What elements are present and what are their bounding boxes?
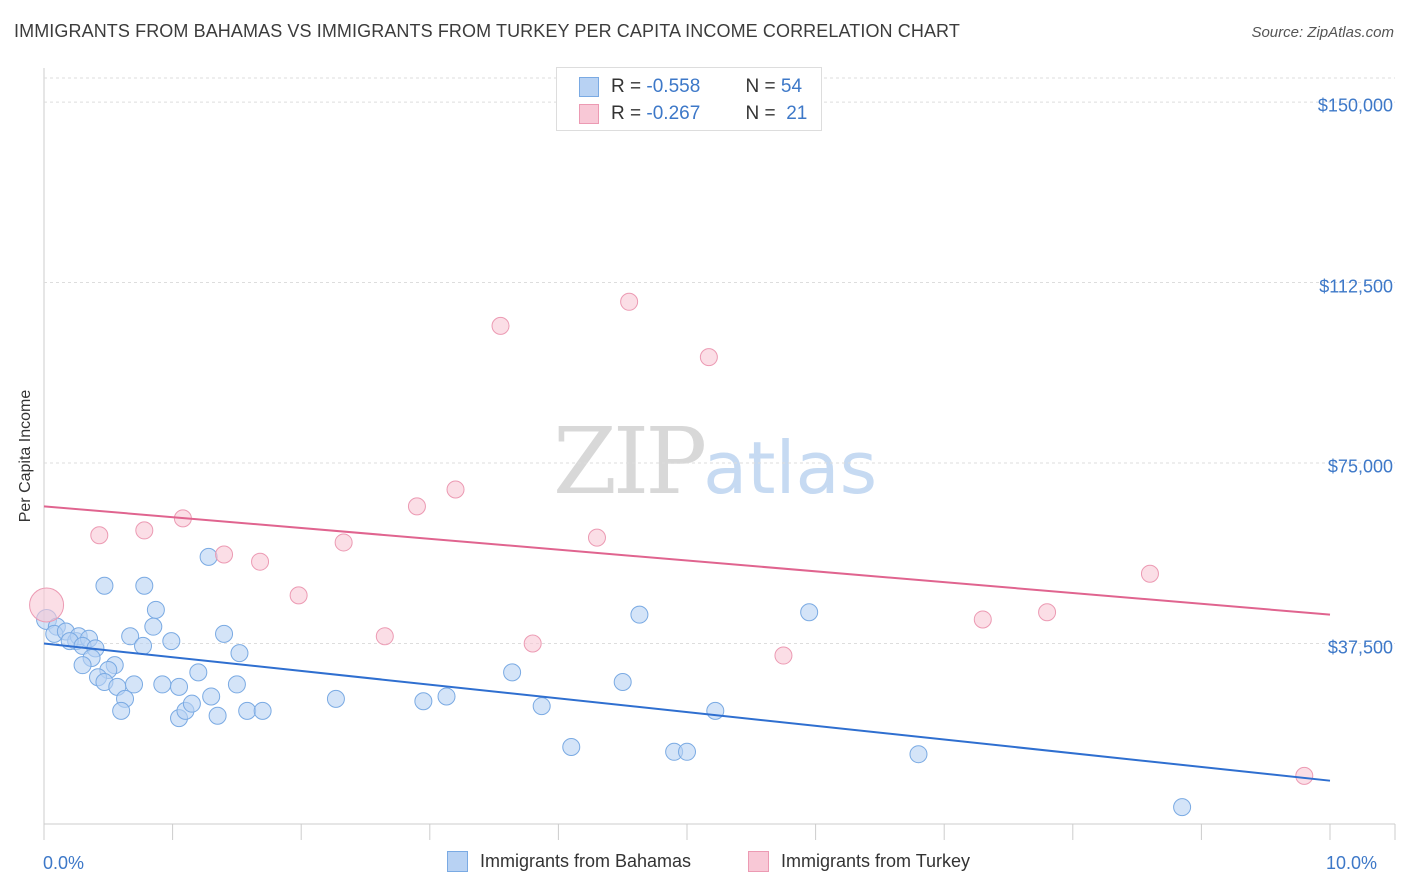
correlation-legend: R = -0.558 N = 54 R = -0.267 N = 21 xyxy=(556,67,822,131)
point-bahamas-46 xyxy=(562,737,581,756)
legend-swatch-turkey xyxy=(579,104,599,124)
legend-r-label: R = xyxy=(611,103,642,124)
point-bahamas-42 xyxy=(414,692,433,711)
point-bahamas-45 xyxy=(532,697,551,716)
point-bahamas-53 xyxy=(909,745,928,764)
point-turkey-14 xyxy=(620,292,639,311)
point-bahamas-52 xyxy=(800,603,819,622)
y-tick-label-0: $37,500 xyxy=(1327,637,1393,658)
legend-n-label: N = xyxy=(745,103,776,124)
point-bahamas-34 xyxy=(208,706,227,725)
y-axis-label: Per Capita Income xyxy=(17,389,34,523)
legend-r-value: -0.558 xyxy=(646,76,701,97)
point-bahamas-47 xyxy=(613,673,632,692)
point-bahamas-40 xyxy=(199,547,218,566)
point-turkey-13 xyxy=(587,528,606,547)
x-tick-label-max: 10.0% xyxy=(1326,853,1378,873)
series-name-turkey: Immigrants from Turkey xyxy=(781,851,971,871)
point-turkey-18 xyxy=(1038,603,1057,622)
point-bahamas-36 xyxy=(227,675,246,694)
legend-n-value: 54 xyxy=(780,76,803,97)
point-bahamas-54 xyxy=(1173,798,1192,817)
legend-r-label: R = xyxy=(611,76,642,97)
point-turkey-20 xyxy=(1295,766,1314,785)
trend-line-turkey xyxy=(43,505,1331,616)
point-turkey-5 xyxy=(251,552,270,571)
point-bahamas-33 xyxy=(202,687,221,706)
series-legend-bahamas: Immigrants from Bahamas xyxy=(447,851,691,872)
point-turkey-4 xyxy=(215,545,234,564)
point-bahamas-26 xyxy=(153,675,172,694)
point-bahamas-35 xyxy=(215,624,234,643)
point-bahamas-21 xyxy=(135,576,154,595)
point-turkey-17 xyxy=(973,610,992,629)
trend-line-bahamas xyxy=(43,642,1331,782)
point-turkey-0 xyxy=(29,587,65,623)
point-turkey-7 xyxy=(334,533,353,552)
point-bahamas-29 xyxy=(170,677,189,696)
point-bahamas-20 xyxy=(95,576,114,595)
y-tick-label-1: $75,000 xyxy=(1327,456,1393,477)
point-bahamas-32 xyxy=(189,663,208,682)
point-bahamas-25 xyxy=(144,617,163,636)
point-bahamas-41 xyxy=(326,689,345,708)
x-tick-label-min: 0.0% xyxy=(43,853,85,873)
point-bahamas-43 xyxy=(437,687,456,706)
point-turkey-2 xyxy=(135,521,154,540)
legend-swatch-bahamas xyxy=(579,77,599,97)
legend-row-bahamas: R = -0.558 N = 54 xyxy=(579,75,802,99)
point-turkey-15 xyxy=(699,348,718,367)
point-bahamas-44 xyxy=(503,663,522,682)
source-credit: Source: ZipAtlas.com xyxy=(1251,24,1394,41)
point-turkey-12 xyxy=(523,634,542,653)
series-swatch-bahamas xyxy=(447,851,468,872)
point-bahamas-37 xyxy=(230,644,249,663)
legend-row-turkey: R = -0.267 N = 21 xyxy=(579,102,807,126)
point-bahamas-24 xyxy=(146,600,165,619)
point-turkey-1 xyxy=(90,526,109,545)
legend-n-value: 21 xyxy=(786,103,808,124)
point-bahamas-50 xyxy=(678,742,696,761)
point-bahamas-39 xyxy=(253,701,272,720)
point-bahamas-38 xyxy=(238,701,257,720)
series-name-bahamas: Immigrants from Bahamas xyxy=(480,851,692,871)
legend-n-label: N = xyxy=(745,76,776,97)
legend-r-value: -0.267 xyxy=(646,103,701,124)
point-bahamas-51 xyxy=(706,701,725,720)
y-tick-label-2: $112,500 xyxy=(1319,276,1393,297)
point-bahamas-18 xyxy=(112,701,131,720)
point-turkey-16 xyxy=(774,646,793,665)
point-turkey-11 xyxy=(491,316,510,335)
point-turkey-8 xyxy=(375,627,394,646)
point-bahamas-22 xyxy=(121,627,140,646)
point-bahamas-19 xyxy=(125,675,144,694)
point-bahamas-48 xyxy=(630,605,649,624)
point-turkey-19 xyxy=(1140,564,1159,583)
point-bahamas-12 xyxy=(73,656,92,675)
point-bahamas-23 xyxy=(134,636,153,655)
point-turkey-6 xyxy=(289,586,308,605)
chart-title: IMMIGRANTS FROM BAHAMAS VS IMMIGRANTS FR… xyxy=(14,21,960,41)
series-legend-turkey: Immigrants from Turkey xyxy=(748,851,970,872)
point-turkey-9 xyxy=(407,497,426,516)
series-swatch-turkey xyxy=(748,851,769,872)
point-bahamas-31 xyxy=(182,694,201,713)
y-tick-label-3: $150,000 xyxy=(1317,95,1393,116)
point-turkey-10 xyxy=(446,480,465,499)
point-bahamas-27 xyxy=(162,632,181,651)
